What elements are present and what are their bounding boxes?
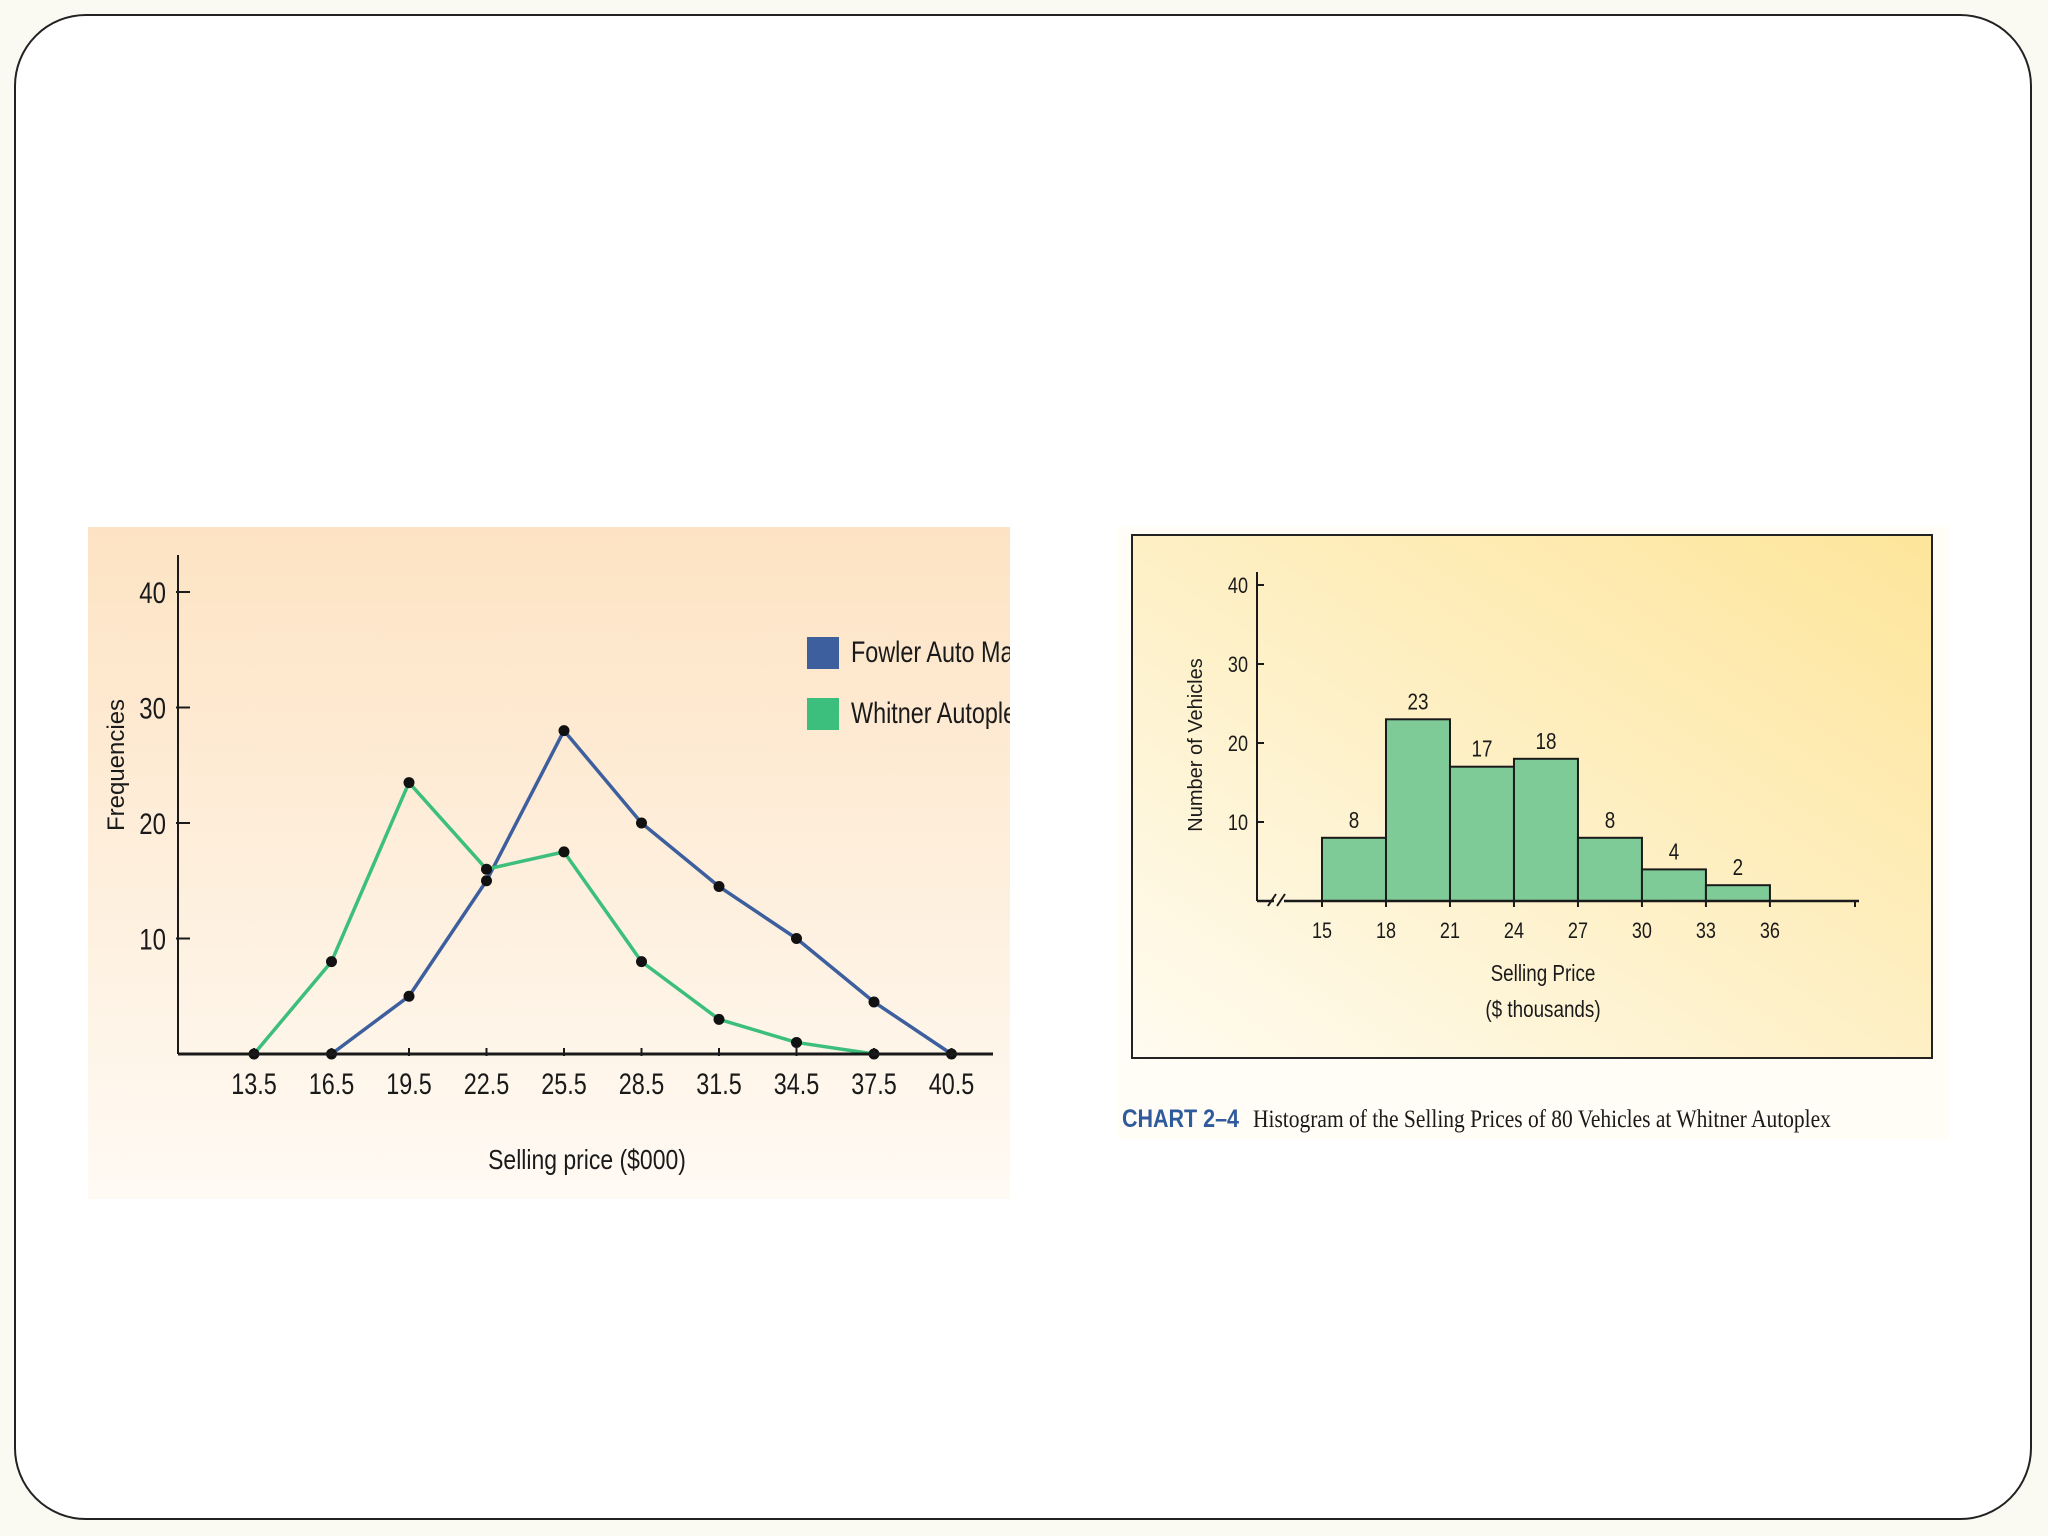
chart1-x-axis-title: Selling price ($000) (488, 1145, 686, 1176)
data-point-whitner (791, 1036, 802, 1048)
bar-value-label: 8 (1349, 808, 1359, 833)
histogram-bar (1448, 765, 1515, 902)
data-point-whitner (636, 956, 647, 968)
data-point-fowler (791, 933, 802, 944)
data-point-fowler (558, 725, 570, 737)
histogram-bar (1321, 836, 1387, 902)
chart2-x-tick-label: 33 (1696, 919, 1716, 943)
histogram-bar (1576, 836, 1643, 902)
chart1-x-tick-label: 34.5 (774, 1067, 820, 1100)
chart2-x-tick-label: 24 (1504, 919, 1524, 943)
bar-value-label: 23 (1407, 690, 1428, 715)
data-point-fowler (868, 996, 880, 1008)
data-point-fowler (403, 990, 415, 1002)
legend-swatch-whitner (807, 698, 839, 730)
legend-label-whitner: Whitner Autoplex (851, 696, 1010, 729)
chart2-x-tick-label: 18 (1376, 919, 1396, 943)
chart1-y-tick-label: 10 (139, 922, 166, 956)
histogram-bar (1640, 868, 1707, 902)
chart1-x-tick-label: 37.5 (851, 1067, 897, 1100)
chart2-y-tick-label: 10 (1228, 811, 1248, 835)
chart1-x-tick-label: 16.5 (309, 1067, 355, 1100)
bar-value-label: 2 (1733, 856, 1743, 881)
chart1-x-tick-label: 31.5 (696, 1067, 742, 1100)
data-point-fowler (713, 881, 725, 893)
bar-value-label: 18 (1535, 729, 1556, 754)
bar-value-label: 4 (1669, 840, 1680, 865)
chart1-y-axis-title: Frequencies (103, 699, 130, 831)
histogram-bar (1512, 757, 1579, 902)
data-point-whitner (403, 777, 415, 789)
data-point-whitner (481, 863, 492, 875)
axis-break-mark (1267, 893, 1286, 907)
chart1-x-tick-label: 13.5 (231, 1067, 277, 1100)
chart2-x-axis-title: Selling Price (1491, 961, 1596, 986)
chart1-background (88, 527, 1010, 1199)
chart1-legend: Fowler Auto Mall Whitner Autoplex (807, 635, 1010, 730)
chart2-x-axis-subtitle: ($ thousands) (1485, 997, 1600, 1022)
chart2-y-tick-label: 40 (1228, 574, 1248, 598)
chart1-x-tick-label: 22.5 (464, 1067, 510, 1100)
data-point-whitner (713, 1013, 725, 1025)
chart2-x-tick-label: 27 (1568, 919, 1588, 943)
data-point-whitner (326, 956, 337, 968)
chart2-y-axis-title: Number of Vehicles (1185, 658, 1207, 831)
chart2-x-tick-label: 21 (1440, 919, 1460, 943)
caption-label: CHART 2–4 (1122, 1104, 1239, 1132)
legend-swatch-fowler (807, 637, 839, 669)
frequency-polygon-chart: 10 20 30 40 13.5 16.5 19.5 22.5 25.5 28.5 31.5 34.5… (88, 527, 1010, 1199)
chart2-y-tick-label: 30 (1228, 653, 1248, 677)
data-point-whitner (558, 846, 570, 858)
histogram-bar (1384, 718, 1451, 902)
chart1-x-tick-label: 19.5 (386, 1067, 432, 1100)
chart1-y-tick-label: 40 (139, 575, 166, 609)
bar-value-label: 8 (1605, 808, 1615, 833)
chart2-x-tick-label: 36 (1760, 919, 1780, 943)
chart2-caption: CHART 2–4 Histogram of the Selling Price… (1122, 1104, 1831, 1133)
chart1-y-tick-label: 30 (139, 691, 166, 725)
chart2-y-tick-label: 20 (1228, 732, 1248, 756)
data-point-fowler (481, 875, 492, 887)
legend-label-fowler: Fowler Auto Mall (851, 635, 1010, 668)
histogram-bar (1704, 884, 1771, 903)
histogram-chart: 8 23 17 18 8 4 2 10 20 30 40 15 18 21 24 27 30 33 36 Numbe… (1118, 527, 1949, 1139)
svg-text:CHART 2–4 Histogram of t: CHART 2–4 Histogram of the Selling Price… (1122, 1104, 1831, 1133)
chart1-x-tick-label: 25.5 (541, 1067, 587, 1100)
chart1-x-tick-label: 28.5 (619, 1067, 665, 1100)
caption-text: Histogram of the Selling Prices of 80 Ve… (1253, 1106, 1831, 1134)
chart1-x-tick-label: 40.5 (929, 1067, 975, 1100)
chart2-x-tick-label: 15 (1312, 919, 1332, 943)
chart1-y-tick-label: 20 (139, 806, 166, 840)
data-point-fowler (636, 817, 647, 829)
bar-value-label: 17 (1471, 737, 1492, 762)
chart2-x-tick-label: 30 (1632, 919, 1652, 943)
